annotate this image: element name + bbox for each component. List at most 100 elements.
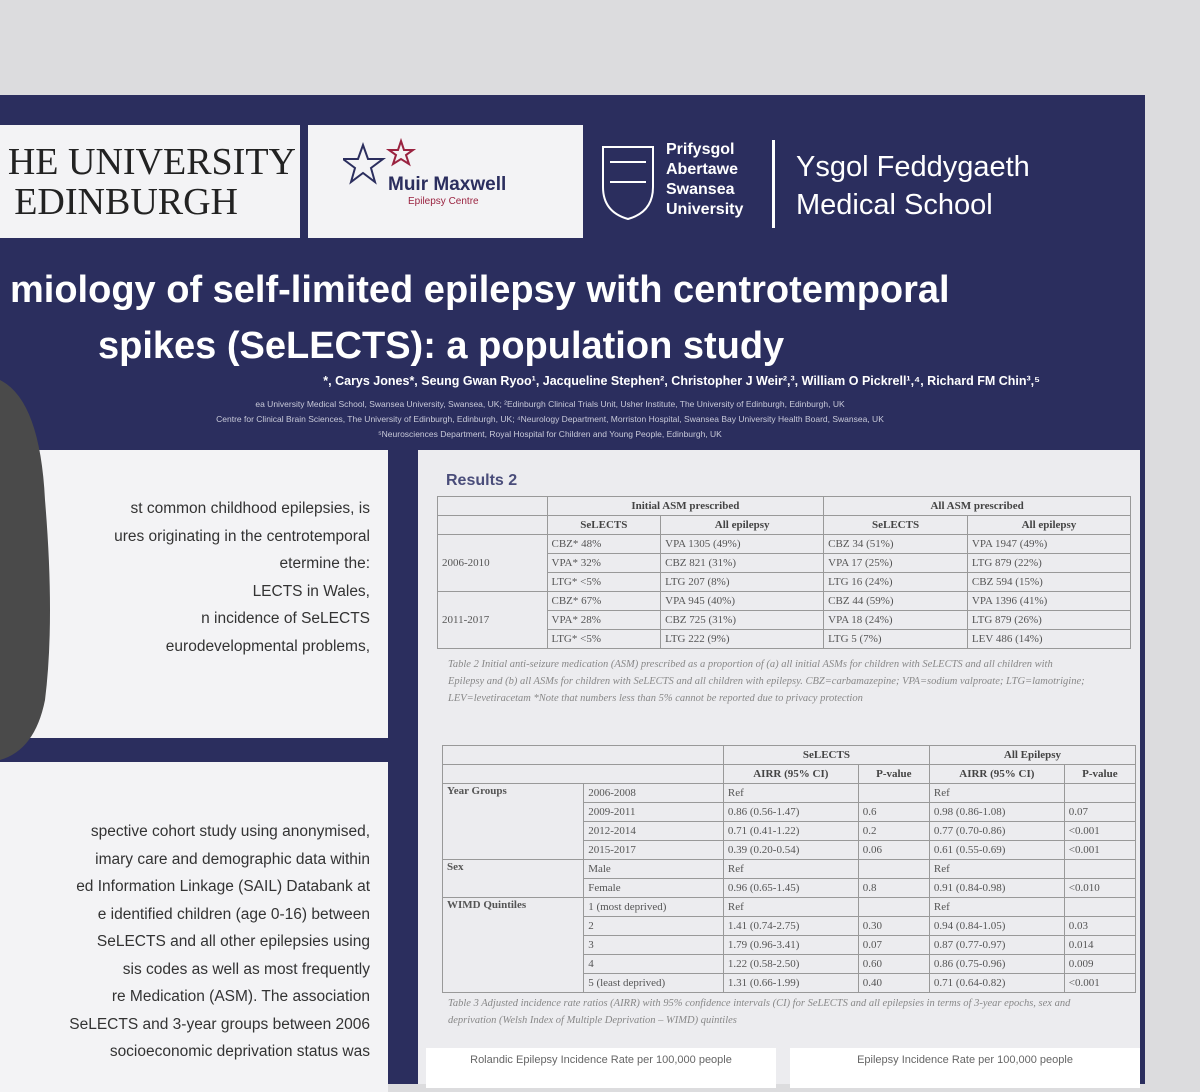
cell: 0.61 (0.55-0.69): [928, 840, 1065, 860]
caption: Table 2 Initial anti-seizure medication …: [448, 659, 1085, 704]
cell: CBZ 725 (31%): [660, 610, 825, 630]
cell: VPA 1947 (49%): [966, 534, 1132, 554]
cell: [857, 859, 930, 879]
cell: Ref: [928, 783, 1065, 803]
cell: 1.41 (0.74-2.75): [722, 916, 859, 936]
cell: 0.07: [1063, 802, 1137, 822]
table2: SeLECTS All Epilepsy AIRR (95% CI) P-value A…: [441, 745, 1137, 993]
column-header: P-value: [857, 764, 930, 784]
school-logo: Ysgol Feddygaeth Medical School: [796, 148, 1030, 224]
text-line: st common childhood epilepsies, is: [130, 500, 370, 517]
cell: 3: [583, 935, 724, 955]
column-header: SeLECTS: [546, 515, 662, 535]
logo-text: Swansea: [666, 181, 735, 198]
logo-text: Muir Maxwell: [388, 174, 507, 195]
cell: 0.014: [1063, 935, 1137, 955]
text-line: eurodevelopmental problems,: [165, 637, 370, 655]
cell: 0.30: [857, 916, 930, 936]
cell: 0.40: [857, 973, 930, 993]
cell: 2: [583, 916, 724, 936]
cell: 0.96 (0.65-1.45): [722, 878, 859, 898]
section-heading: Results 2: [446, 472, 518, 489]
stars-icon: [343, 137, 417, 185]
title: miology of self-limited epilepsy with ce…: [0, 262, 1140, 374]
cell: <0.001: [1063, 973, 1137, 993]
title-line: miology of self-limited epilepsy with ce…: [10, 269, 950, 311]
cell: VPA* 28%: [546, 610, 662, 630]
row: 2015-2017 0.39 (0.20-0.54) 0.06 0.61 (0.55-…: [443, 840, 1137, 860]
row: Year Groups 2006-2008 Ref Ref: [441, 783, 1137, 860]
chart-box: Epilepsy Incidence Rate per 100,000 peop…: [790, 1048, 1140, 1088]
logo-text: Medical School: [796, 189, 993, 221]
column-header: SeLECTS: [823, 515, 968, 535]
cell: LTG 879 (26%): [966, 610, 1132, 630]
affiliation-line: ea University Medical School, Swansea Un…: [255, 399, 845, 409]
group-header: Initial ASM prescribed: [546, 496, 825, 516]
cell: VPA* 32%: [546, 553, 662, 573]
cell: 5 (least deprived): [583, 973, 724, 993]
logo-text: Ysgol Feddygaeth: [796, 151, 1030, 183]
text-line: re Medication (ASM). The association: [111, 988, 370, 1005]
swansea-crest: [602, 146, 654, 221]
period-cell: 2006-2010: [437, 534, 548, 592]
cell: 0.86 (0.56-1.47): [722, 802, 859, 822]
cell: 0.8: [857, 878, 930, 898]
text-line: imary care and demographic data within: [95, 850, 370, 868]
cell: 1.22 (0.58-2.50): [722, 954, 859, 974]
logo-text: Abertawe: [666, 161, 739, 178]
cell: CBZ* 48%: [546, 534, 662, 554]
cell: 0.009: [1063, 954, 1137, 974]
row: VPA* 32% CBZ 821 (31%) VPA 17 (25%) LTG 879…: [438, 553, 1132, 573]
person-silhouette: [0, 380, 50, 760]
row: Sex Male Ref Ref: [441, 859, 1137, 898]
logo-text: HE UNIVERSITY: [7, 140, 296, 183]
cell: LTG 5 (7%): [823, 629, 968, 649]
cell: CBZ* 67%: [546, 591, 662, 611]
group-header: All ASM prescribed: [823, 496, 1131, 516]
row: VPA* 28% CBZ 725 (31%) VPA 18 (24%) LTG 879…: [438, 610, 1132, 630]
cell: Ref: [722, 897, 859, 917]
affiliations: ea University Medical School, Swansea Un…: [0, 397, 1100, 442]
logo-text: Prifysgol: [666, 141, 735, 158]
cell: VPA 18 (24%): [823, 610, 968, 630]
cell: <0.010: [1063, 878, 1137, 898]
cell: LEV 486 (14%): [966, 629, 1132, 649]
cell: VPA 1396 (41%): [966, 591, 1132, 611]
cell: [1063, 859, 1137, 879]
cell: 2015-2017: [583, 840, 724, 860]
cell: LTG 222 (9%): [660, 629, 825, 649]
text-line: SeLECTS and 3-year groups between 2006: [69, 1015, 370, 1033]
row: LTG* <5% LTG 207 (8%) LTG 16 (24%) CBZ 594 …: [438, 572, 1132, 592]
section-cell: Sex: [441, 859, 585, 898]
text-line: n incidence of SeLECTS: [201, 610, 370, 627]
cell: [442, 745, 724, 765]
cell: LTG 207 (8%): [660, 572, 825, 592]
cell: CBZ 594 (15%): [966, 572, 1132, 592]
row: 2006-2010 CBZ* 48% VPA 1305 (49%) CBZ 34 (5…: [437, 534, 1132, 592]
row: LTG* <5% LTG 222 (9%) LTG 5 (7%) LEV 486 (1…: [438, 629, 1132, 649]
authors: *, Carys Jones*, Seung Gwan Ryoo¹, Jacqu…: [323, 374, 1040, 388]
cell: 2009-2011: [583, 802, 724, 822]
cell: LTG* <5%: [546, 572, 662, 592]
text-line: socioeconomic deprivation status was: [109, 1043, 370, 1060]
column-header: All epilepsy: [966, 515, 1132, 535]
cell: LTG 16 (24%): [823, 572, 968, 592]
cell: [857, 897, 930, 917]
intro-panel: st common childhood epilepsies, is ures o…: [0, 450, 388, 738]
row: WIMD Quintiles 1 (most deprived) Ref Ref: [441, 897, 1137, 993]
cell: 4: [583, 954, 724, 974]
cell: Male: [583, 859, 724, 879]
results-panel: Results 2 Initial ASM prescribed All ASM …: [418, 450, 1140, 1088]
cell: VPA 17 (25%): [823, 553, 968, 573]
cell: 0.06: [857, 840, 930, 860]
cell: 2012-2014: [583, 821, 724, 841]
column-header: AIRR (95% CI): [722, 764, 859, 784]
row: Initial ASM prescribed All ASM prescribed: [437, 496, 1131, 516]
text-line: LECTS in Wales,: [252, 582, 370, 600]
cell: CBZ 821 (31%): [660, 553, 825, 573]
cell: 0.39 (0.20-0.54): [722, 840, 859, 860]
cell: VPA 1305 (49%): [660, 534, 825, 554]
cell: Ref: [928, 859, 1065, 879]
cell: 2006-2008: [583, 783, 724, 803]
